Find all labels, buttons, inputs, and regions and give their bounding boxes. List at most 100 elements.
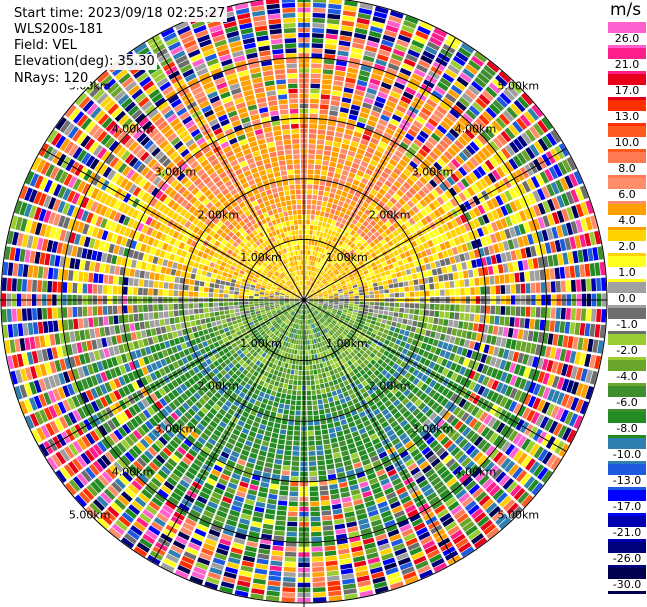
gate-cell <box>573 415 583 429</box>
gate-cell <box>272 385 278 392</box>
gate-cell <box>339 295 344 298</box>
gate-cell <box>379 347 386 354</box>
gate-cell <box>334 297 339 300</box>
gate-cell <box>340 262 346 267</box>
gate-cell <box>286 430 294 436</box>
gate-cell <box>336 430 344 437</box>
gate-cell <box>385 464 395 473</box>
gate-cell <box>433 382 441 391</box>
gate-cell <box>367 327 374 333</box>
gate-cell <box>354 418 362 426</box>
gate-cell <box>341 283 347 287</box>
gate-cell <box>505 373 513 384</box>
gate-cell <box>331 260 337 266</box>
gate-cell <box>358 182 366 189</box>
gate-cell <box>307 415 313 421</box>
gate-cell <box>206 477 217 486</box>
gate-cell <box>243 550 256 558</box>
gate-cell <box>384 306 389 311</box>
gate-cell <box>360 340 366 346</box>
gate-cell <box>309 225 314 230</box>
gate-cell <box>439 242 446 251</box>
gate-cell <box>476 363 484 373</box>
gate-cell <box>376 446 385 455</box>
gate-cell <box>366 330 372 336</box>
gate-cell <box>562 335 569 348</box>
gate-cell <box>81 435 92 448</box>
gate-cell <box>411 518 424 527</box>
gate-cell <box>136 441 146 452</box>
gate-cell <box>309 360 313 365</box>
gate-cell <box>467 231 475 241</box>
gate-cell <box>471 121 483 133</box>
gate-cell <box>174 408 183 418</box>
gate-cell <box>377 373 384 380</box>
gate-cell <box>532 218 541 231</box>
gate-cell <box>344 258 350 264</box>
gate-cell <box>517 183 527 195</box>
gate-cell <box>328 590 342 597</box>
gate-cell <box>343 362 350 369</box>
gate-cell <box>341 424 349 430</box>
gate-cell <box>370 25 383 34</box>
gate-cell <box>229 348 236 355</box>
gate-cell <box>197 363 204 371</box>
gate-cell <box>253 371 259 377</box>
gate-cell <box>339 278 345 283</box>
gate-cell <box>331 311 336 315</box>
gate-cell <box>526 178 536 191</box>
gate-cell <box>313 369 318 375</box>
gate-cell <box>311 63 322 69</box>
gate-cell <box>393 424 402 433</box>
gate-cell <box>239 454 248 461</box>
gate-cell <box>278 403 285 409</box>
gate-cell <box>419 428 429 438</box>
gate-cell <box>438 408 448 418</box>
gate-cell <box>281 307 286 311</box>
gate-cell <box>219 538 232 546</box>
gate-cell <box>519 272 525 282</box>
gate-cell <box>449 461 460 472</box>
gate-cell <box>268 331 273 336</box>
gate-cell <box>317 257 321 263</box>
gate-cell <box>438 274 444 282</box>
gate-cell <box>151 497 163 507</box>
gate-cell <box>469 448 480 459</box>
gate-cell <box>308 297 314 299</box>
gate-cell <box>400 361 407 368</box>
gate-cell <box>308 461 317 466</box>
gate-cell <box>191 571 205 580</box>
gate-cell <box>209 387 217 395</box>
gate-cell <box>468 370 476 380</box>
gate-cell <box>319 185 325 191</box>
gate-cell <box>424 45 438 56</box>
gate-cell <box>440 422 449 432</box>
gate-cell <box>517 491 530 504</box>
gate-cell <box>519 378 527 390</box>
gate-cell <box>585 216 593 231</box>
gate-cell <box>305 285 308 291</box>
gate-cell <box>415 30 429 40</box>
gate-cell <box>440 304 445 311</box>
gate-cell <box>406 337 413 344</box>
gate-cell <box>313 296 319 299</box>
gate-cell <box>402 275 408 282</box>
gate-cell <box>308 245 311 250</box>
gate-cell <box>504 228 512 239</box>
gate-cell <box>449 336 456 344</box>
gate-cell <box>378 327 385 333</box>
gate-cell <box>472 361 480 371</box>
gate-cell <box>158 436 168 446</box>
gate-cell <box>470 287 475 295</box>
gate-cell <box>306 204 312 210</box>
gate-cell <box>305 335 307 340</box>
gate-cell <box>204 441 214 450</box>
gate-cell <box>207 327 214 334</box>
gate-cell <box>96 457 108 470</box>
gate-cell <box>546 454 557 468</box>
gate-cell <box>310 344 313 350</box>
gate-cell <box>495 305 501 315</box>
gate-cell <box>313 303 318 307</box>
gate-cell <box>149 372 158 381</box>
gate-cell <box>580 202 589 216</box>
